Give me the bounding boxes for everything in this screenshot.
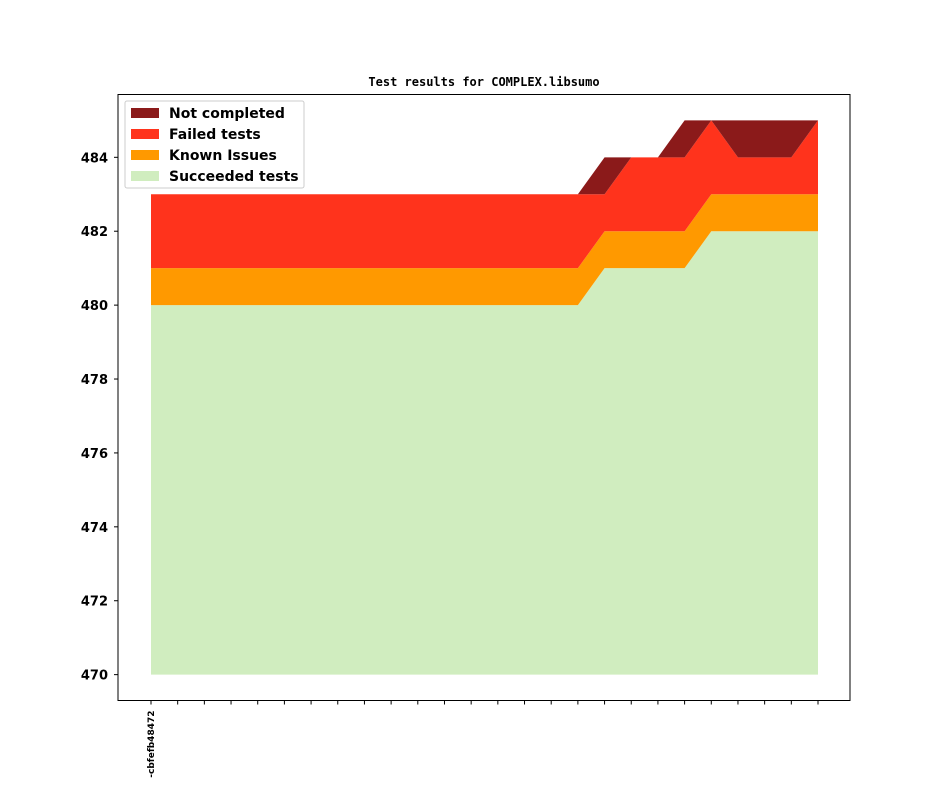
y-tick-label: 472 xyxy=(81,595,108,610)
chart-title: Test results for COMPLEX.libsumo xyxy=(368,75,599,89)
legend-swatch-not-completed xyxy=(131,108,159,118)
y-tick-label: 476 xyxy=(81,447,108,462)
area-known-issues xyxy=(151,194,818,306)
y-tick-label: 482 xyxy=(81,225,108,240)
area-succeeded-tests xyxy=(151,231,818,675)
area-failed-tests xyxy=(151,120,818,269)
y-tick-label: 470 xyxy=(81,669,108,684)
legend-box xyxy=(124,100,305,189)
x-tick-label: -cbfefb48472 xyxy=(147,711,157,778)
legend-label-known-issues: Known Issues xyxy=(169,148,277,164)
legend-swatch-succeeded-tests xyxy=(131,171,159,181)
area-layers xyxy=(151,120,818,675)
legend-label-succeeded-tests: Succeeded tests xyxy=(169,169,299,185)
y-axis: 470 472 474 476 478 480 482 484 xyxy=(81,151,118,684)
x-axis: -cbfefb48472 xyxy=(147,700,819,778)
legend: Not completed Failed tests Known Issues Suc… xyxy=(124,100,305,189)
plot-frame xyxy=(117,94,851,701)
legend-swatch-failed-tests xyxy=(131,129,159,139)
legend-label-failed-tests: Failed tests xyxy=(169,127,261,143)
y-tick-label: 478 xyxy=(81,373,108,388)
y-tick-label: 480 xyxy=(81,299,108,314)
area-not-completed xyxy=(151,120,818,195)
y-tick-label: 484 xyxy=(81,151,108,166)
legend-label-not-completed: Not completed xyxy=(169,106,285,122)
legend-swatch-known-issues xyxy=(131,150,159,160)
y-tick-label: 474 xyxy=(81,521,108,536)
